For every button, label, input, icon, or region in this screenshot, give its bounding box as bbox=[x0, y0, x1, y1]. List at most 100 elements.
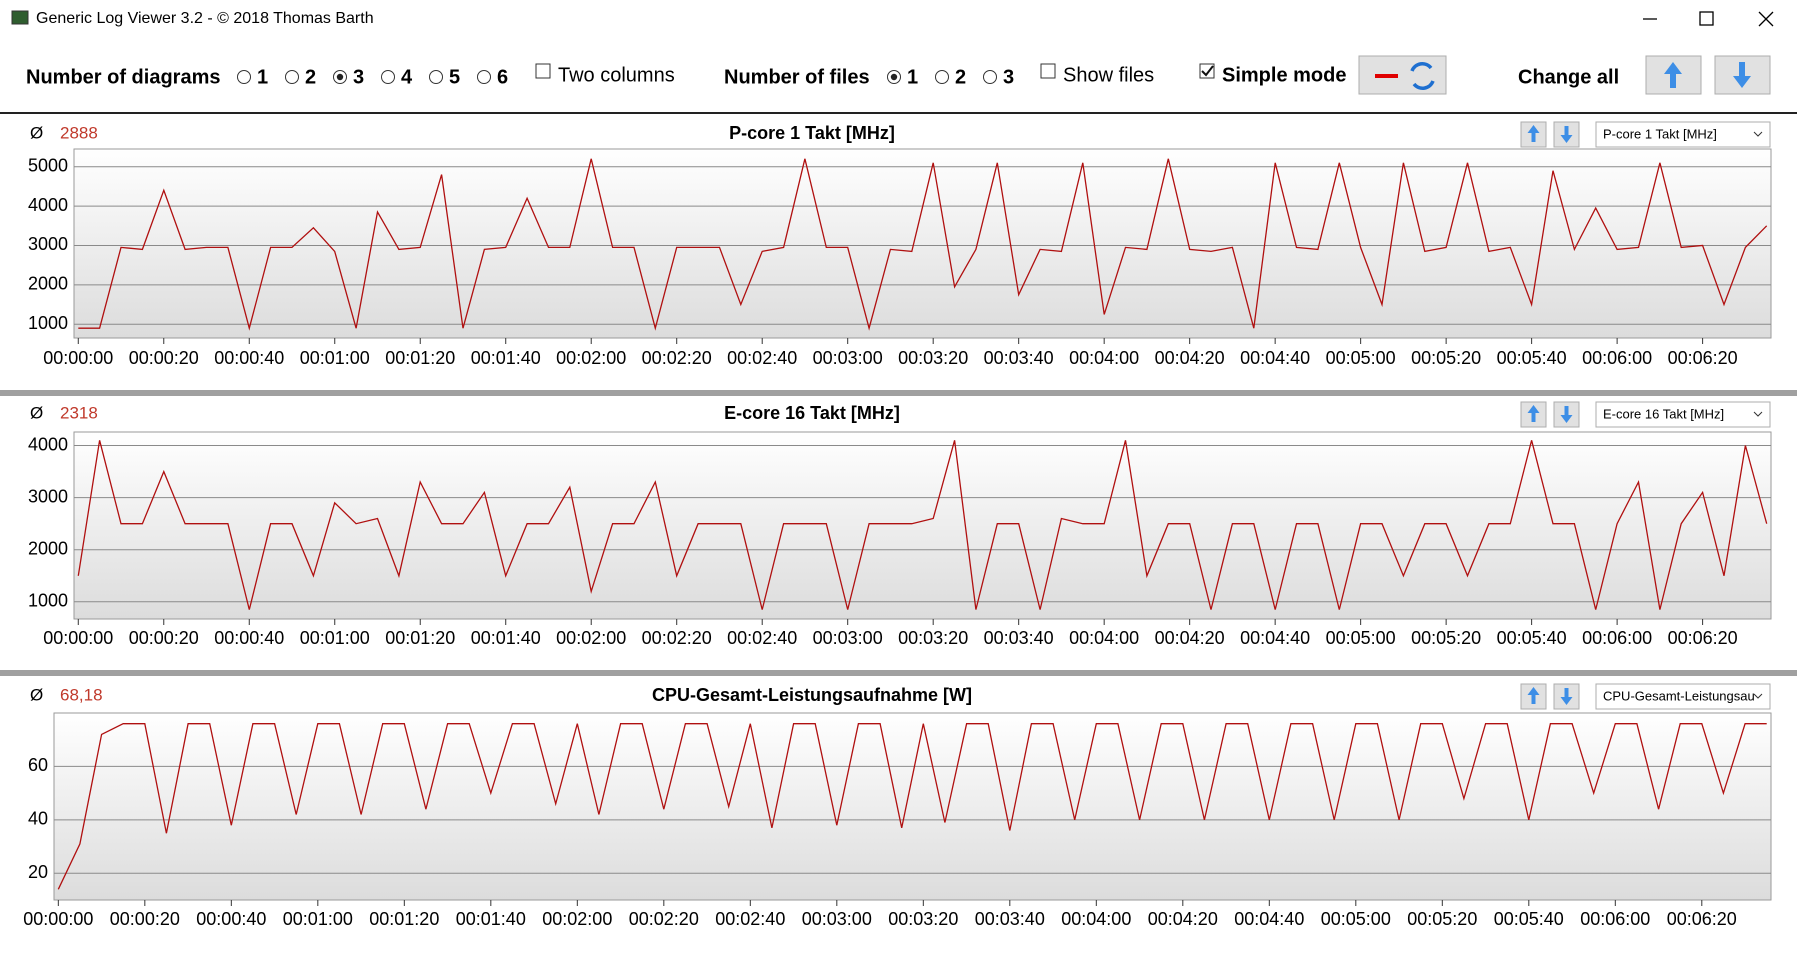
x-tick-label: 00:04:40 bbox=[1240, 348, 1310, 368]
x-tick-label: 00:06:00 bbox=[1582, 628, 1652, 648]
maximize-button[interactable] bbox=[1699, 11, 1714, 26]
x-tick-label: 00:04:40 bbox=[1240, 628, 1310, 648]
window-title: Generic Log Viewer 3.2 - © 2018 Thomas B… bbox=[36, 10, 374, 27]
close-button[interactable] bbox=[1758, 11, 1774, 27]
plot-area bbox=[53, 712, 1772, 901]
refresh-icon bbox=[1410, 62, 1435, 90]
checkbox-label: Two columns bbox=[558, 64, 675, 86]
y-tick-label: 4000 bbox=[28, 434, 68, 454]
radio-button[interactable] bbox=[429, 70, 443, 84]
arrow-icon bbox=[1527, 687, 1540, 704]
y-tick-label: 2000 bbox=[28, 274, 68, 294]
radio-label: 3 bbox=[1003, 66, 1014, 88]
y-tick-label: 3000 bbox=[28, 234, 68, 254]
x-tick-label: 00:03:00 bbox=[813, 348, 883, 368]
x-tick-label: 00:01:40 bbox=[456, 909, 526, 929]
arrow-icon bbox=[1527, 125, 1540, 142]
x-tick-label: 00:01:20 bbox=[385, 348, 455, 368]
x-tick-label: 00:01:00 bbox=[283, 909, 353, 929]
radio-label: 2 bbox=[305, 66, 316, 88]
toolbar: Number of diagrams Number of files Chang… bbox=[26, 55, 1771, 95]
x-tick-label: 00:05:00 bbox=[1326, 348, 1396, 368]
radio-button[interactable] bbox=[935, 70, 949, 84]
radio-label: 5 bbox=[449, 66, 460, 88]
y-tick-label: 3000 bbox=[28, 486, 68, 506]
x-tick-label: 00:00:00 bbox=[23, 909, 93, 929]
x-tick-label: 00:02:20 bbox=[642, 628, 712, 648]
dropdown-label: CPU-Gesamt-Leistungsau bbox=[1603, 688, 1755, 703]
radio-button[interactable] bbox=[237, 70, 251, 84]
color-refresh-button[interactable] bbox=[1358, 55, 1447, 95]
x-tick-label: 00:05:20 bbox=[1411, 348, 1481, 368]
chart-title: CPU-Gesamt-Leistungsaufnahme [W] bbox=[652, 685, 972, 705]
x-tick-label: 00:03:00 bbox=[802, 909, 872, 929]
x-tick-label: 00:06:00 bbox=[1582, 348, 1652, 368]
arrow-icon bbox=[1560, 406, 1573, 423]
x-tick-label: 00:01:00 bbox=[300, 348, 370, 368]
x-tick-label: 00:01:40 bbox=[471, 628, 541, 648]
data-line bbox=[77, 440, 1768, 610]
channel-dropdown[interactable] bbox=[1595, 401, 1771, 428]
y-tick-label: 60 bbox=[28, 755, 48, 775]
x-tick-label: 00:02:00 bbox=[556, 348, 626, 368]
radio-button[interactable] bbox=[477, 70, 491, 84]
chart-title: E-core 16 Takt [MHz] bbox=[724, 403, 900, 423]
x-tick-label: 00:06:20 bbox=[1668, 348, 1738, 368]
y-tick-label: 1000 bbox=[28, 313, 68, 333]
panel-separator bbox=[0, 670, 1797, 676]
change-all-label: Change all bbox=[1518, 66, 1619, 88]
checkbox[interactable] bbox=[1040, 63, 1056, 79]
x-tick-label: 00:02:40 bbox=[727, 628, 797, 648]
x-tick-label: 00:05:00 bbox=[1321, 909, 1391, 929]
dropdown-label: E-core 16 Takt [MHz] bbox=[1603, 406, 1724, 421]
y-tick-label: 20 bbox=[28, 862, 48, 882]
up-arrow-icon bbox=[1664, 62, 1682, 88]
arrow-icon bbox=[1560, 688, 1573, 705]
x-tick-label: 00:03:40 bbox=[984, 628, 1054, 648]
x-tick-label: 00:00:20 bbox=[129, 348, 199, 368]
arrow-icon bbox=[1527, 405, 1540, 422]
x-tick-label: 00:02:00 bbox=[542, 909, 612, 929]
data-line bbox=[57, 723, 1767, 890]
x-tick-label: 00:03:00 bbox=[813, 628, 883, 648]
average-symbol: Ø bbox=[30, 685, 43, 704]
dropdown-arrow bbox=[1753, 693, 1763, 699]
x-tick-label: 00:01:20 bbox=[369, 909, 439, 929]
x-tick-label: 00:05:20 bbox=[1407, 909, 1477, 929]
panel-separator bbox=[0, 390, 1797, 396]
radio-button[interactable] bbox=[381, 70, 395, 84]
x-tick-label: 00:05:20 bbox=[1411, 628, 1481, 648]
channel-dropdown[interactable] bbox=[1595, 121, 1771, 148]
x-tick-label: 00:01:20 bbox=[385, 628, 455, 648]
radio-dot bbox=[890, 73, 898, 81]
x-tick-label: 00:01:00 bbox=[300, 628, 370, 648]
plot-area bbox=[73, 148, 1772, 339]
arrow-icon bbox=[1560, 126, 1573, 143]
average-value: 68,18 bbox=[60, 685, 103, 704]
diagrams-label: Number of diagrams bbox=[26, 66, 220, 88]
x-tick-label: 00:05:00 bbox=[1326, 628, 1396, 648]
x-tick-label: 00:03:20 bbox=[898, 348, 968, 368]
title-bar bbox=[0, 0, 1797, 38]
channel-dropdown[interactable] bbox=[1595, 683, 1771, 710]
checkbox[interactable] bbox=[1199, 63, 1215, 79]
y-tick-label: 5000 bbox=[28, 155, 68, 175]
radio-label: 4 bbox=[401, 66, 413, 88]
checkmark bbox=[1201, 65, 1214, 77]
average-symbol: Ø bbox=[30, 123, 43, 142]
x-tick-label: 00:00:00 bbox=[43, 348, 113, 368]
x-tick-label: 00:04:00 bbox=[1069, 348, 1139, 368]
radio-button[interactable] bbox=[983, 70, 997, 84]
checkbox-label: Show files bbox=[1063, 64, 1154, 86]
x-tick-label: 00:02:00 bbox=[556, 628, 626, 648]
radio-button[interactable] bbox=[285, 70, 299, 84]
x-tick-label: 00:05:40 bbox=[1494, 909, 1564, 929]
x-tick-label: 00:02:20 bbox=[642, 348, 712, 368]
x-tick-label: 00:00:00 bbox=[43, 628, 113, 648]
x-tick-label: 00:06:20 bbox=[1667, 909, 1737, 929]
checkbox[interactable] bbox=[535, 63, 551, 79]
average-value: 2318 bbox=[60, 403, 98, 422]
radio-label: 1 bbox=[257, 66, 268, 88]
x-tick-label: 00:04:20 bbox=[1148, 909, 1218, 929]
x-tick-label: 00:05:40 bbox=[1497, 348, 1567, 368]
